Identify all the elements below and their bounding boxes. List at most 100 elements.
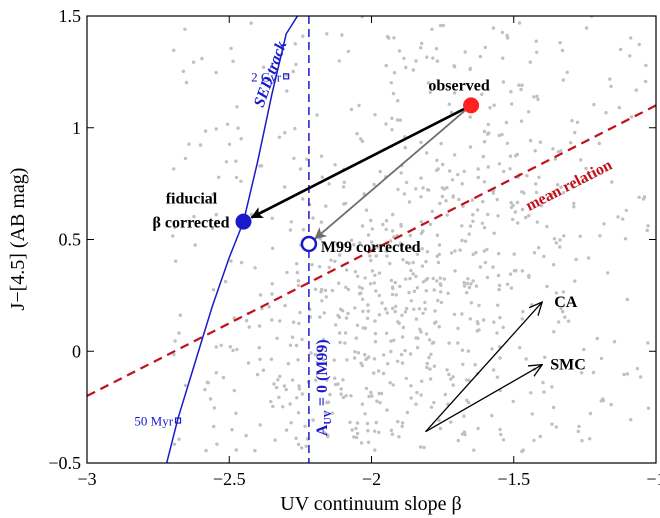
background-point [298,167,303,171]
background-point [539,204,544,208]
background-point [409,268,413,273]
background-point [497,133,501,138]
background-point [425,250,430,254]
background-point [580,371,584,375]
background-point [354,435,359,440]
background-point [471,213,475,217]
background-point [528,138,533,143]
background-point [348,247,352,252]
background-point [486,122,490,127]
background-point [460,312,464,316]
background-point [396,187,400,192]
background-point [468,317,472,321]
background-point [511,217,515,222]
background-point [456,326,460,331]
background-point [349,107,354,112]
background-point [332,358,336,362]
background-point [449,251,454,255]
background-point [390,292,395,297]
background-point [419,46,423,50]
background-point [373,319,377,323]
background-point [527,273,531,278]
background-point [364,386,369,391]
background-point [424,332,429,336]
background-point [400,361,405,365]
background-point [244,319,249,323]
background-point [422,445,426,450]
background-point [427,188,431,192]
background-point [599,356,604,361]
background-point [337,315,342,319]
background-point [361,309,365,313]
background-point [414,187,418,191]
background-point [325,400,329,405]
background-point [470,198,475,202]
background-point [404,376,408,381]
background-point [431,56,435,60]
background-point [533,149,537,153]
background-point [365,421,370,426]
background-point [403,310,408,314]
background-point [609,402,613,407]
background-point [517,83,521,87]
background-point [586,256,591,260]
background-point [324,295,328,299]
background-point [550,385,554,389]
background-point [468,145,473,149]
background-point [193,243,197,247]
background-point [542,390,546,394]
background-point [276,378,280,382]
background-point [341,378,345,382]
background-point [285,73,289,78]
background-point [509,90,513,94]
background-point [501,80,506,84]
background-point [225,122,230,127]
background-point [377,430,381,435]
background-point [482,226,487,230]
background-point [339,392,343,396]
background-point [258,293,263,297]
background-point [300,392,304,396]
background-point [341,395,346,400]
background-point [598,234,602,238]
background-point [244,433,248,438]
arrow-to-m99 [314,109,466,240]
background-point [421,186,425,190]
background-point [219,343,223,347]
background-point [449,110,454,115]
background-point [436,298,440,303]
background-point [404,277,408,281]
background-point [571,185,575,190]
background-point [333,163,337,167]
background-point [480,92,484,97]
background-point [504,120,509,125]
background-point [452,312,457,317]
background-point [476,426,480,431]
background-point [400,335,405,339]
background-point [579,158,583,162]
background-point [360,224,365,228]
background-point [529,391,533,395]
background-point [446,291,450,295]
background-point [471,252,475,257]
background-point [477,303,481,308]
background-point [460,238,464,243]
background-point [393,309,397,314]
background-point [424,259,428,264]
background-point [319,220,324,224]
background-point [497,287,501,292]
background-point [289,220,293,224]
background-point [390,229,395,233]
background-point [425,365,429,370]
background-point [558,245,562,249]
background-point [352,243,356,247]
background-point [438,23,443,28]
background-point [359,441,364,445]
background-point [321,358,326,362]
background-point [217,175,221,179]
background-point [227,142,232,146]
background-point [349,394,353,398]
background-points [171,16,651,454]
background-point [336,245,341,249]
background-point [378,169,382,174]
